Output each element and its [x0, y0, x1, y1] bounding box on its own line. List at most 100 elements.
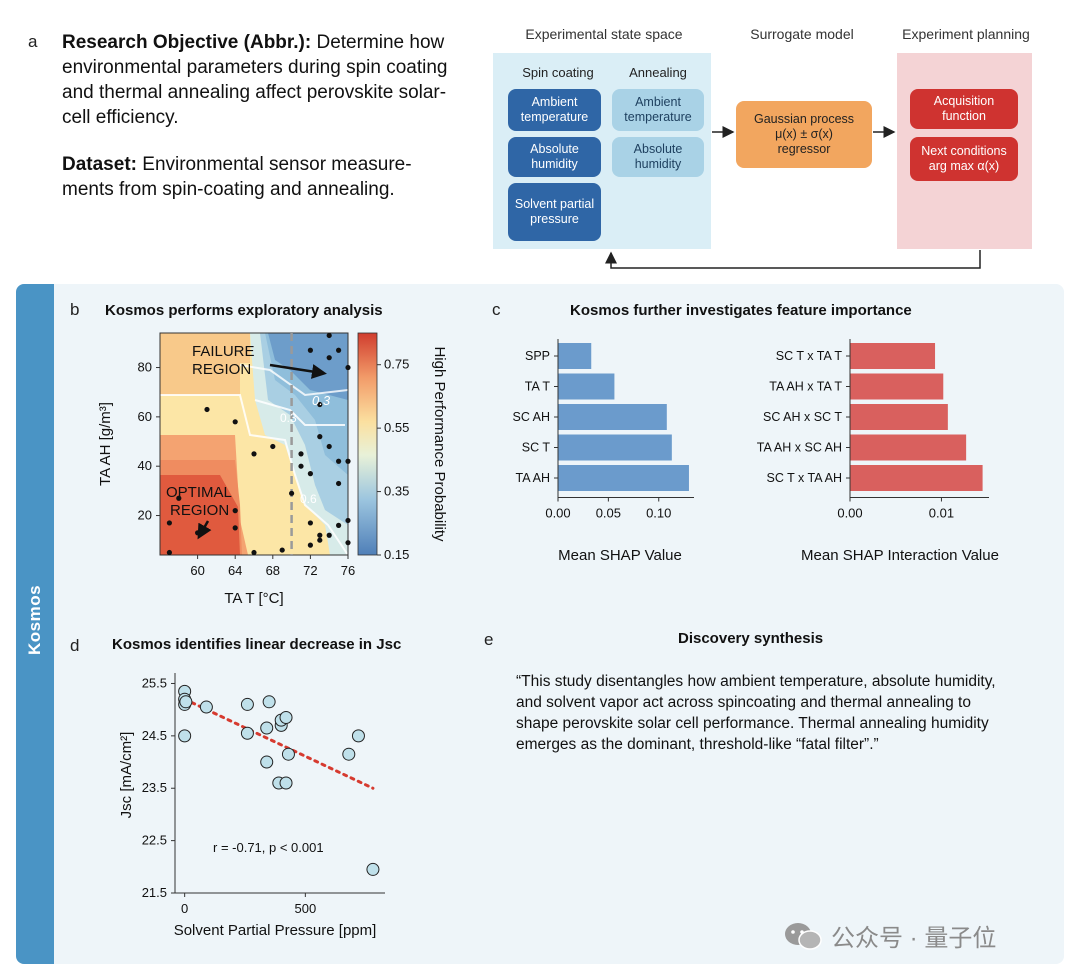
x-tick-label: 0.01 — [929, 506, 954, 521]
x-tick-label: 0.05 — [596, 506, 621, 521]
y-tick-label: 21.5 — [142, 885, 167, 900]
category-label: SC AH x SC T — [763, 410, 842, 424]
dataset-description: Dataset: Environmental sensor measure-me… — [62, 152, 462, 202]
y-tick-label: 22.5 — [142, 833, 167, 848]
kosmos-sidebar — [16, 284, 54, 964]
objective-label: Research Objective (Abbr.): — [62, 32, 312, 53]
scatter-point — [279, 776, 293, 790]
y-tick-label: 80 — [138, 360, 152, 375]
x-tick-label: 500 — [294, 901, 316, 916]
anneal-ambient-temperature: Ambient temperature — [612, 89, 704, 131]
heatmap-ylabel: TA AH [g/m³] — [97, 402, 114, 486]
heatmap-point — [317, 401, 323, 408]
spin-ambient-temperature: Ambient temperature — [508, 89, 601, 131]
category-label: TA AH x TA T — [769, 380, 842, 394]
y-tick-label: 20 — [138, 508, 152, 523]
panel-a-letter: a — [28, 32, 38, 51]
gp-line3: regressor — [777, 142, 831, 156]
x-tick-label: 64 — [228, 563, 242, 578]
bar — [558, 343, 592, 369]
x-tick-label: 76 — [341, 563, 355, 578]
next-conditions-box: Next conditions arg max α(x) — [910, 137, 1018, 181]
category-label: TA AH — [515, 471, 550, 485]
bar — [850, 465, 983, 491]
bar — [558, 434, 672, 461]
heatmap-point — [307, 471, 313, 477]
panel-b-title: Kosmos performs exploratory analysis — [105, 302, 383, 319]
heatmap-point — [279, 547, 285, 553]
heatmap-point — [307, 542, 313, 548]
gaussian-process-box: Gaussian process μ(x) ± σ(x) regressor — [736, 101, 872, 168]
heatmap-point — [336, 522, 342, 528]
heatmap-point — [345, 517, 351, 524]
scatter-point — [279, 711, 293, 725]
scatter-point — [199, 700, 213, 714]
y-tick-label: 23.5 — [142, 780, 167, 795]
panel-c-title: Kosmos further investigates feature impo… — [570, 302, 912, 319]
surrogate-title: Surrogate model — [750, 26, 854, 42]
y-tick-label: 24.5 — [142, 728, 167, 743]
research-objective: Research Objective (Abbr.): Determine ho… — [62, 30, 457, 130]
x-tick-label: 60 — [190, 563, 204, 578]
flow-arrows — [605, 126, 981, 269]
x-tick-label: 72 — [303, 563, 317, 578]
state-space-title: Experimental state space — [525, 26, 683, 42]
feedback-loop — [605, 250, 981, 269]
scatter-point — [178, 729, 192, 743]
dataset-text: Environmental sensor measure-ments from … — [62, 154, 412, 200]
panel-e-letter: e — [484, 630, 494, 649]
failure-arrow — [269, 363, 327, 379]
heatmap-point — [317, 532, 323, 538]
scatter-xlabel: Solvent Partial Pressure [ppm] — [174, 922, 377, 939]
scatter-annotation: r = -0.71, p < 0.001 — [213, 840, 324, 855]
panel-d-letter: d — [70, 636, 80, 655]
x-tick-label: 0.00 — [837, 506, 862, 521]
bar — [850, 434, 967, 461]
contour-label-3: 0.6 — [300, 492, 317, 506]
heatmap-point — [336, 347, 342, 353]
colorbar-tick-label: 0.55 — [384, 420, 409, 435]
scatter-point — [262, 695, 276, 709]
shap-bar-chart: SPP TA T SC AH SC T TA AH 0.00 0.05 0.10 Mean S… — [512, 339, 694, 564]
scatter-point — [351, 729, 365, 743]
next-line2: arg max α(x) — [928, 159, 1000, 173]
scatter-point — [240, 697, 254, 711]
scatter-point — [260, 721, 274, 735]
heatmap-point — [289, 490, 295, 496]
heatmap-point — [204, 406, 210, 413]
x-tick-label: 68 — [266, 563, 280, 578]
heatmap-point — [251, 451, 257, 457]
heatmap-chart: 60 64 68 72 76 20 40 60 80 0.3 0.3 0.6 FAILURE RE… — [97, 332, 448, 607]
heatmap-point — [251, 549, 257, 556]
next-line1: Next conditions — [921, 144, 1007, 158]
category-label: SC T x TA T — [776, 349, 843, 363]
spin-coating-label: Spin coating — [522, 65, 594, 80]
colorbar-tick-label: 0.15 — [384, 547, 409, 562]
spin-absolute-humidity: Absolute humidity — [508, 137, 601, 177]
shapi-xlabel: Mean SHAP Interaction Value — [801, 547, 999, 564]
bar — [558, 465, 689, 491]
y-tick-label: 40 — [138, 458, 152, 473]
contour-label-1: 0.3 — [312, 393, 331, 408]
colorbar-label: High Performance Probability — [431, 346, 448, 542]
category-label: TA AH x SC AH — [757, 441, 842, 455]
category-label: SC T — [522, 441, 551, 455]
heatmap-point — [166, 520, 172, 526]
wechat-icon — [785, 922, 822, 950]
scatter-point — [260, 755, 274, 769]
acquisition-function-box: Acquisition function — [910, 89, 1018, 129]
scatter-ylabel: Jsc [mA/cm²] — [118, 732, 135, 819]
colorbar-tick-label: 0.75 — [384, 357, 409, 372]
optimal-arrow — [197, 520, 212, 540]
scatter-point — [281, 747, 295, 761]
shap-xlabel: Mean SHAP Value — [558, 547, 682, 564]
planning-title: Experiment planning — [902, 26, 1030, 42]
optimal-region-label: OPTIMAL REGION — [166, 484, 232, 519]
heatmap-point — [336, 458, 342, 464]
heatmap-point — [317, 434, 323, 440]
objective-text: Determine how environmental parameters d… — [62, 32, 448, 128]
category-label: SC T x TA AH — [767, 471, 843, 485]
scatter-point — [179, 695, 193, 709]
heatmap-point — [232, 419, 238, 425]
heatmap-point — [345, 458, 351, 464]
